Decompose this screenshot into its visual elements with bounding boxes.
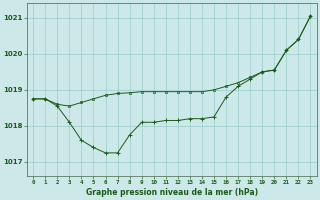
X-axis label: Graphe pression niveau de la mer (hPa): Graphe pression niveau de la mer (hPa) [86, 188, 258, 197]
